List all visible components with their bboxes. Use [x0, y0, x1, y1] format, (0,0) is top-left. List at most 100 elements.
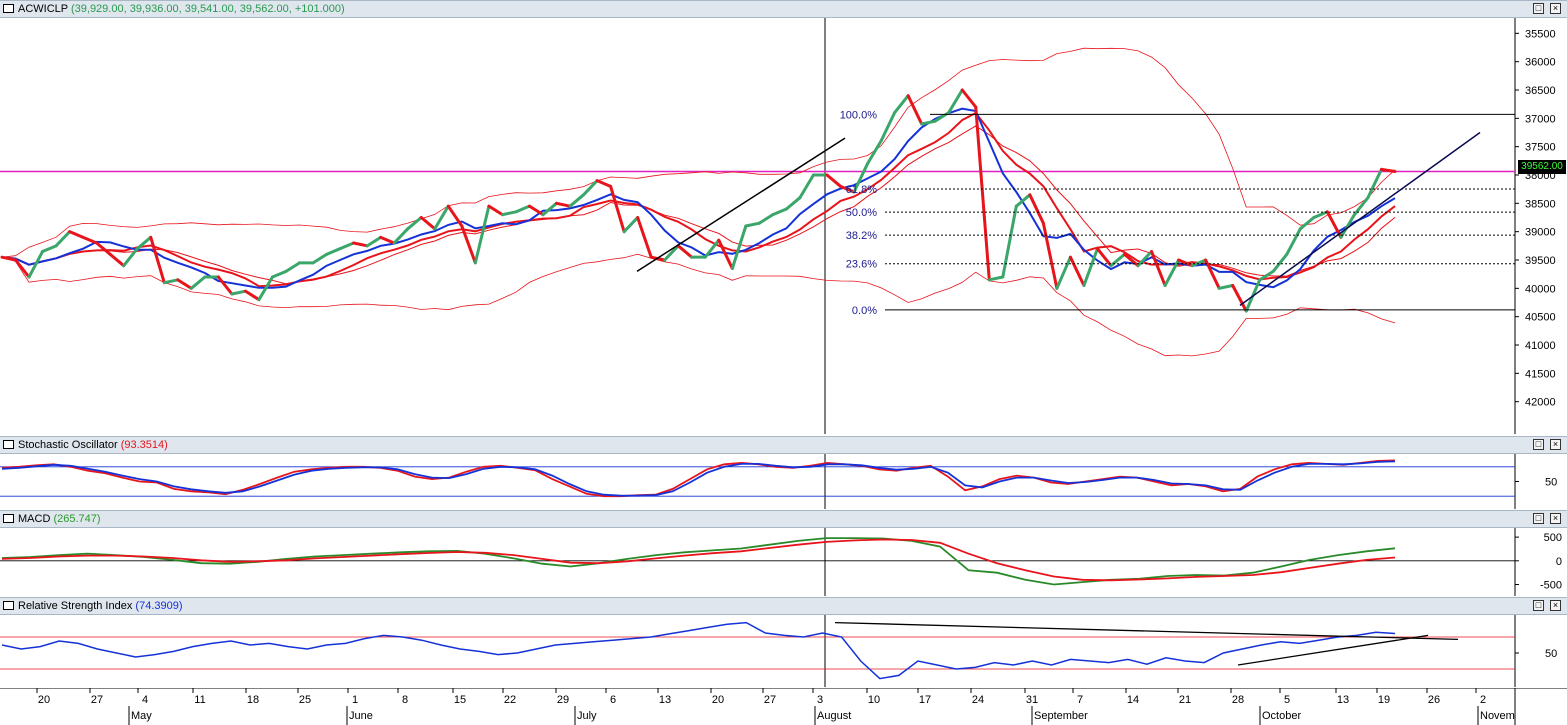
day-tick-label: 27: [91, 694, 103, 706]
fib-level-label: 0.0%: [852, 305, 877, 317]
price-segment: [0, 255, 18, 262]
price-segment: [1285, 227, 1302, 256]
price-segment: [230, 289, 247, 296]
price-segment: [1379, 167, 1397, 173]
price-tick-label: 35500: [1525, 28, 1556, 40]
price-segment: [960, 88, 978, 109]
price-segment: [636, 216, 653, 259]
price-tick-label: 40000: [1525, 283, 1556, 295]
day-tick-label: 7: [1077, 694, 1083, 706]
price-tick-label: 41500: [1525, 368, 1556, 380]
price-segment: [95, 241, 112, 256]
stoch-tick-label: 50: [1545, 477, 1557, 489]
macd-value: (265.747): [53, 513, 101, 525]
day-tick-label: 8: [402, 694, 408, 706]
day-tick-label: 3: [817, 694, 823, 706]
price-tick-label: 36000: [1525, 57, 1556, 69]
macd-signal-line: [1, 538, 1396, 582]
price-segment: [446, 204, 464, 228]
maximize-button[interactable]: □: [1533, 600, 1544, 611]
close-button[interactable]: ×: [1550, 513, 1561, 524]
price-segment: [514, 204, 531, 214]
stochastic-value: (93.3514): [120, 439, 168, 451]
price-segment: [406, 216, 423, 231]
maximize-button[interactable]: □: [1533, 513, 1544, 524]
price-segment: [176, 278, 193, 290]
macd-title: MACD (265.747): [18, 511, 101, 527]
price-tick-label: 39500: [1525, 255, 1556, 267]
price-segment: [352, 241, 369, 248]
rsi-line: [1, 621, 1396, 680]
month-label: Novem: [1480, 710, 1515, 722]
price-segment: [730, 224, 748, 270]
price-segment: [1271, 252, 1289, 273]
price-segment: [1366, 167, 1383, 200]
panel-select-box[interactable]: [3, 514, 14, 523]
fib-level-label: 61.8%: [846, 184, 877, 196]
rsi-chart[interactable]: 50: [0, 615, 1567, 687]
price-segment: [676, 244, 694, 259]
price-segment: [284, 261, 302, 273]
close-button[interactable]: ×: [1550, 3, 1561, 14]
day-tick-label: 14: [1127, 694, 1139, 706]
price-segment: [825, 173, 843, 188]
day-tick-label: 26: [1428, 694, 1440, 706]
price-segment: [717, 238, 734, 270]
day-tick-label: 6: [610, 694, 616, 706]
day-tick-label: 19: [1378, 694, 1390, 706]
rsi-title: Relative Strength Index (74.3909): [18, 598, 183, 614]
maximize-button[interactable]: □: [1533, 439, 1544, 450]
price-segment: [1123, 252, 1140, 268]
price-segment: [771, 207, 788, 217]
price-segment: [1068, 255, 1086, 287]
stoch-d-line: [1, 460, 1396, 497]
day-tick-label: 20: [712, 694, 724, 706]
price-segment: [1041, 221, 1059, 290]
price-segment: [663, 244, 680, 262]
macd-chart[interactable]: 500 0 -500: [0, 528, 1567, 596]
price-segment: [1231, 284, 1248, 313]
price-segment: [243, 289, 261, 302]
price-segment: [947, 88, 964, 115]
price-segment: [1325, 210, 1343, 239]
close-button[interactable]: ×: [1550, 439, 1561, 450]
price-segment: [392, 227, 410, 245]
day-tick-label: 13: [1337, 694, 1349, 706]
price-segment: [987, 275, 1005, 282]
day-tick-label: 2: [1480, 694, 1486, 706]
price-chart[interactable]: 42000 41500 41000 40500 40000 39500 39000 38500…: [0, 18, 1567, 434]
price-segment: [14, 258, 31, 279]
panel-select-box[interactable]: [3, 4, 14, 13]
price-segment: [595, 179, 613, 188]
price-segment: [122, 247, 139, 268]
fib-level-label: 50.0%: [846, 207, 877, 219]
panel-select-box[interactable]: [3, 601, 14, 610]
price-segment: [325, 247, 342, 256]
macd-tick-label: 0: [1556, 556, 1562, 568]
day-tick-label: 13: [659, 694, 671, 706]
month-label: August: [817, 710, 851, 722]
price-segment: [1055, 255, 1072, 290]
price-tick-label: 37500: [1525, 142, 1556, 154]
day-tick-label: 4: [142, 694, 148, 706]
month-label: October: [1262, 710, 1301, 722]
close-button[interactable]: ×: [1550, 600, 1561, 611]
rsi-value: (74.3909): [135, 600, 183, 612]
price-tick-label: 36500: [1525, 85, 1556, 97]
price-segment: [365, 235, 383, 248]
day-tick-label: 28: [1232, 694, 1244, 706]
bollinger-lower: [1, 253, 1396, 357]
price-segment: [1136, 250, 1154, 268]
price-segment: [41, 244, 58, 253]
maximize-button[interactable]: □: [1533, 3, 1544, 14]
stochastic-name: Stochastic Oscillator: [18, 439, 118, 451]
price-segment: [257, 275, 274, 302]
panel-select-box[interactable]: [3, 440, 14, 449]
price-segment: [744, 221, 761, 228]
stochastic-panel-header: Stochastic Oscillator (93.3514) □ ×: [0, 436, 1567, 454]
macd-tick-label: 500: [1544, 532, 1562, 544]
fib-level-label: 100.0%: [840, 109, 878, 121]
price-segment: [1150, 250, 1167, 287]
stochastic-chart[interactable]: 50: [0, 454, 1567, 509]
